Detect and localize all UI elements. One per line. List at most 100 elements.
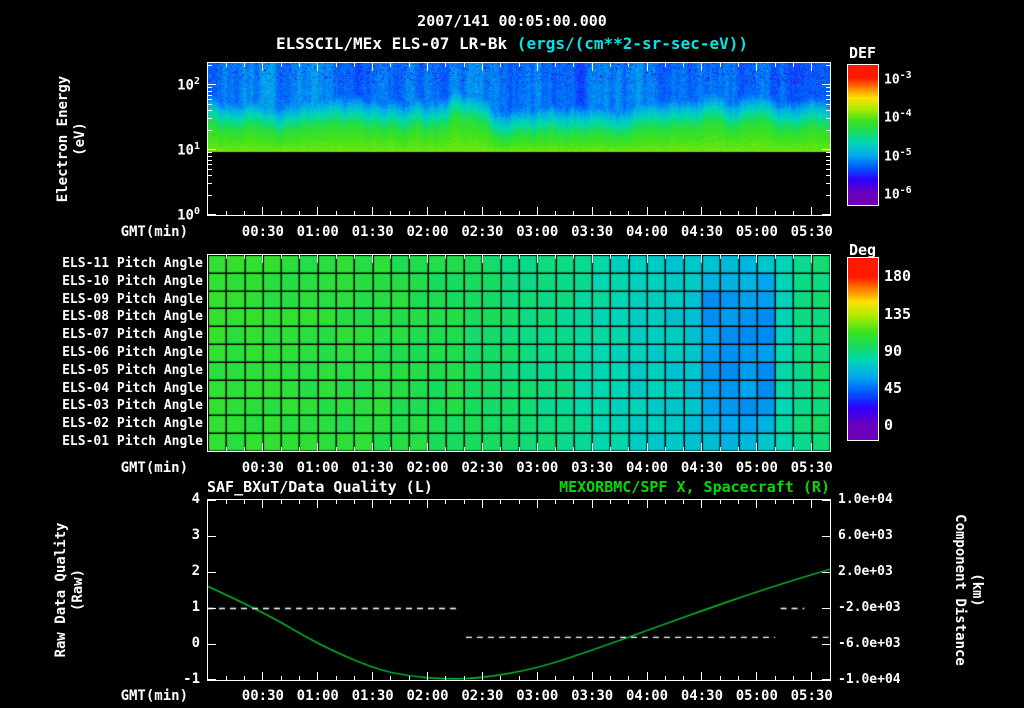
axis-tick xyxy=(280,211,282,215)
panel3-time-tick-label: 02:30 xyxy=(461,688,504,704)
axis-tick xyxy=(628,676,630,680)
axis-tick xyxy=(225,63,227,67)
def-colorbar-tick-label: 10-6 xyxy=(884,185,912,203)
axis-tick xyxy=(826,104,830,106)
axis-tick xyxy=(208,152,212,154)
axis-tick xyxy=(826,90,830,92)
axis-tick xyxy=(427,255,429,263)
axis-tick xyxy=(609,211,611,215)
panel3-time-tick-label: 00:30 xyxy=(241,688,284,704)
axis-tick xyxy=(822,643,830,645)
axis-tick xyxy=(701,63,703,71)
axis-tick xyxy=(822,535,830,537)
axis-tick xyxy=(573,447,575,451)
plot-units-text: (ergs/(cm**2-sr-sec-eV)) xyxy=(507,34,748,53)
panel2-time-tick-label: 03:00 xyxy=(516,460,559,476)
axis-tick xyxy=(822,571,830,573)
panel3-time-tick-label: 03:30 xyxy=(571,688,614,704)
axis-tick xyxy=(701,500,703,508)
panel3-time-tick-label: 01:30 xyxy=(351,688,394,704)
axis-tick xyxy=(738,211,740,215)
axis-tick xyxy=(628,447,630,451)
axis-tick xyxy=(756,255,758,263)
axis-tick xyxy=(335,447,337,451)
axis-tick xyxy=(646,207,648,215)
axis-tick xyxy=(826,64,830,66)
axis-tick xyxy=(756,443,758,451)
axis-tick xyxy=(408,447,410,451)
axis-tick xyxy=(225,676,227,680)
axis-tick xyxy=(335,211,337,215)
axis-tick xyxy=(738,255,740,259)
axis-tick xyxy=(208,110,212,112)
axis-tick xyxy=(646,63,648,71)
axis-tick xyxy=(826,169,830,171)
axis-tick xyxy=(792,500,794,504)
axis-tick xyxy=(208,104,212,106)
distance-axis-label-line2: (km) xyxy=(969,573,985,607)
axis-tick xyxy=(792,447,794,451)
axis-tick xyxy=(792,211,794,215)
axis-tick xyxy=(408,255,410,259)
axis-tick xyxy=(826,110,830,112)
axis-tick xyxy=(664,676,666,680)
axis-tick xyxy=(774,500,776,504)
axis-tick xyxy=(756,207,758,215)
axis-tick xyxy=(719,676,721,680)
axis-tick xyxy=(208,643,216,645)
axis-tick xyxy=(826,175,830,177)
deg-colorbar-title: Deg xyxy=(849,241,877,259)
axis-tick xyxy=(372,672,374,680)
quality-axis-label-line1: Raw Data Quality xyxy=(53,522,69,658)
gmt-label-panel1: GMT(min) xyxy=(120,224,188,240)
axis-tick xyxy=(811,500,813,508)
energy-axis-label: Electron Energy (eV) xyxy=(55,76,89,202)
distance-axis-tick-label: -6.0e+03 xyxy=(838,636,901,651)
axis-tick xyxy=(826,98,830,100)
axis-tick xyxy=(317,63,319,71)
pitch-angle-frame xyxy=(207,254,831,452)
axis-tick xyxy=(822,84,830,86)
axis-tick xyxy=(208,535,216,537)
axis-tick xyxy=(500,447,502,451)
axis-tick xyxy=(372,255,374,263)
distance-axis-label-line1: Component Distance xyxy=(952,514,968,666)
panel1-time-tick-label: 00:30 xyxy=(241,224,284,240)
axis-tick xyxy=(536,255,538,263)
pitch-angle-canvas xyxy=(208,255,830,451)
axis-tick xyxy=(738,447,740,451)
panel1-time-tick-label: 05:30 xyxy=(790,224,833,240)
pitch-row-label: ELS-08 Pitch Angle xyxy=(62,309,203,325)
panel2-time-tick-label: 03:30 xyxy=(571,460,614,476)
axis-tick xyxy=(719,63,721,67)
axis-tick xyxy=(664,211,666,215)
axis-tick xyxy=(738,676,740,680)
axis-tick xyxy=(826,163,830,165)
axis-tick xyxy=(317,443,319,451)
axis-tick xyxy=(372,443,374,451)
axis-tick xyxy=(591,255,593,263)
axis-tick xyxy=(390,63,392,67)
quality-axis-tick-label: 2 xyxy=(191,563,200,579)
line-plot-canvas xyxy=(208,500,830,680)
panel1-time-tick-label: 03:00 xyxy=(516,224,559,240)
axis-tick xyxy=(427,443,429,451)
axis-tick xyxy=(408,63,410,67)
axis-tick xyxy=(262,207,264,215)
axis-tick xyxy=(481,672,483,680)
axis-tick xyxy=(208,183,212,185)
axis-tick xyxy=(683,63,685,67)
panel1-time-tick-label: 03:30 xyxy=(571,224,614,240)
pitch-row-label: ELS-06 Pitch Angle xyxy=(62,345,203,360)
axis-tick xyxy=(353,676,355,680)
axis-tick xyxy=(225,255,227,259)
axis-tick xyxy=(536,672,538,680)
spectrogram-frame xyxy=(207,62,831,216)
axis-tick xyxy=(500,63,502,67)
axis-tick xyxy=(298,255,300,259)
axis-tick xyxy=(518,63,520,67)
axis-tick xyxy=(738,63,740,67)
axis-tick xyxy=(826,87,830,89)
axis-tick xyxy=(298,447,300,451)
axis-tick xyxy=(244,211,246,215)
